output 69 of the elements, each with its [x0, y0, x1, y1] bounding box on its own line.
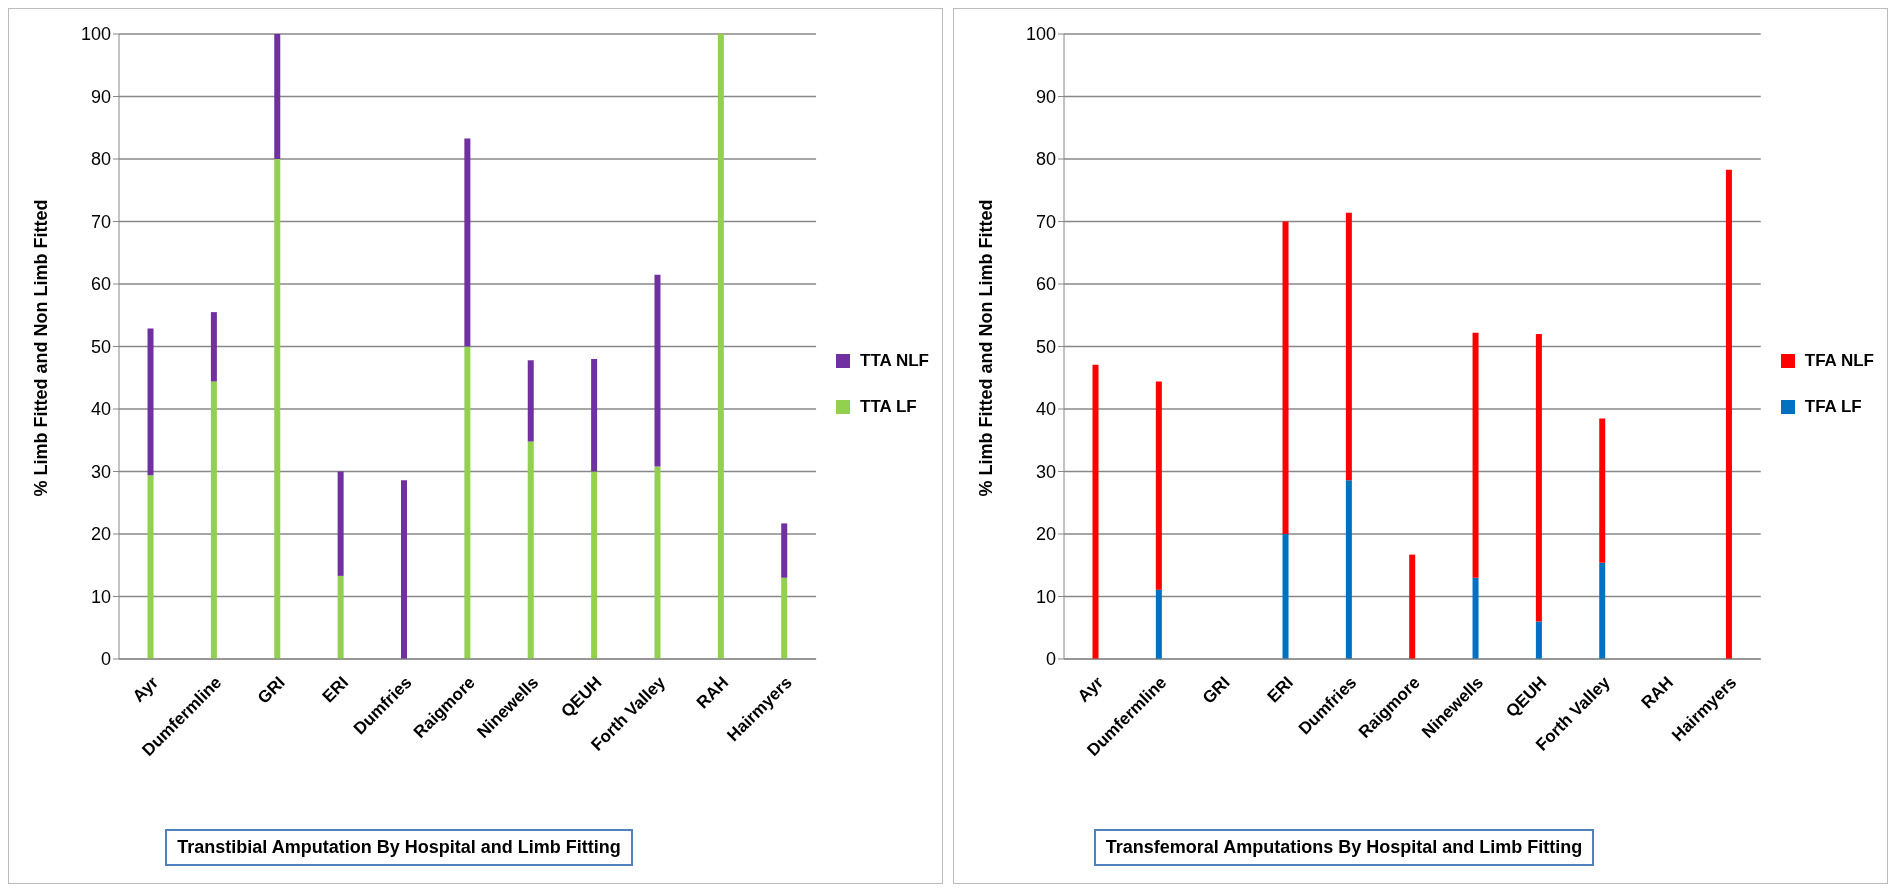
bar: [1725, 169, 1732, 659]
y-tick-label: 40: [1035, 399, 1056, 420]
bar: [147, 475, 154, 659]
bar: [1599, 562, 1606, 659]
bar: [464, 138, 471, 347]
y-tick-label: 20: [90, 524, 111, 545]
y-tick-label: 30: [1035, 461, 1056, 482]
bar: [337, 575, 344, 659]
y-tick-label: 60: [1035, 274, 1056, 295]
y-tick-label: 30: [90, 461, 111, 482]
legend-label: TFA LF: [1804, 397, 1862, 417]
x-tick-label: ERI: [1263, 672, 1298, 707]
bar: [1282, 221, 1289, 534]
legend-label: TTA NLF: [860, 351, 929, 371]
bar: [1472, 577, 1479, 659]
bar: [717, 34, 724, 659]
x-tick-label: GRI: [253, 672, 289, 708]
bar: [1535, 621, 1542, 659]
bar: [147, 328, 154, 476]
y-tick-label: 0: [100, 649, 111, 670]
bar: [464, 346, 471, 659]
y-tick-label: 80: [90, 149, 111, 170]
bar: [1472, 332, 1479, 578]
y-tick-label: 90: [90, 86, 111, 107]
bar: [1409, 554, 1416, 659]
bar: [1155, 381, 1162, 590]
legend-label: TTA LF: [860, 397, 917, 417]
bar: [1599, 418, 1606, 563]
text: Transfemoral Amputations By Hospital and Limb Fitting: [1093, 829, 1595, 866]
y-tick-label: 100: [1025, 24, 1056, 45]
y-tick-label: 0: [1045, 649, 1056, 670]
bar: [274, 34, 281, 159]
bar: [1092, 364, 1099, 659]
y-tick-label: 50: [90, 336, 111, 357]
bar: [591, 359, 598, 472]
y-tick-label: 10: [1035, 586, 1056, 607]
bar: [210, 312, 217, 382]
y-tick-label: 90: [1035, 86, 1056, 107]
bar: [654, 466, 661, 659]
y-tick-label: 10: [90, 586, 111, 607]
y-tick-label: 80: [1035, 149, 1056, 170]
bar: [1345, 212, 1352, 481]
x-tick-label: GRI: [1198, 672, 1234, 708]
bar: [337, 471, 344, 576]
bar: [210, 381, 217, 659]
y-tick-label: 50: [1035, 336, 1056, 357]
y-tick-label: 20: [1035, 524, 1056, 545]
x-tick-label: ERI: [318, 672, 353, 707]
bar: [527, 360, 534, 442]
bar: [1345, 480, 1352, 659]
bar: [401, 480, 407, 659]
bar: [654, 274, 661, 467]
bar: [781, 577, 788, 659]
bar: [527, 441, 534, 659]
y-tick-label: 60: [90, 274, 111, 295]
y-axis-title: % Limb Fitted and Non Limb Fitted: [31, 199, 52, 497]
bar: [591, 471, 598, 659]
bar: [781, 523, 788, 578]
y-tick-label: 40: [90, 399, 111, 420]
y-tick-label: 100: [80, 24, 111, 45]
y-tick-label: 70: [90, 211, 111, 232]
bar: [1155, 589, 1162, 659]
bar: [274, 159, 281, 659]
y-tick-label: 70: [1035, 211, 1056, 232]
bar: [1535, 334, 1542, 622]
bar: [1282, 534, 1289, 659]
legend-label: TFA NLF: [1804, 351, 1874, 371]
text: Transtibial Amputation By Hospital and Limb Fitting: [165, 829, 633, 866]
y-axis-title: % Limb Fitted and Non Limb Fitted: [976, 199, 997, 497]
